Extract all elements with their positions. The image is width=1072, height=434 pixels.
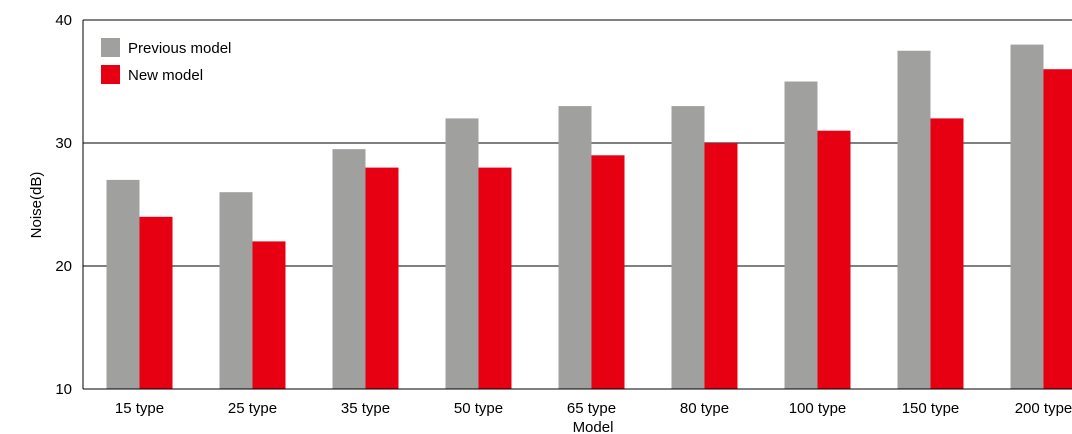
legend-swatch-new-model xyxy=(101,65,120,84)
y-axis-title: Noise(dB) xyxy=(28,172,45,239)
bar-new-model xyxy=(930,118,964,390)
x-tick-label: 50 type xyxy=(454,400,503,417)
bar-new-model xyxy=(817,130,851,389)
x-tick-label: 200 type xyxy=(1015,400,1072,417)
legend-label-new-model: New model xyxy=(128,67,203,84)
legend: Previous model New model xyxy=(101,38,231,84)
x-tick-label: 100 type xyxy=(789,400,847,417)
bar-previous-model xyxy=(445,118,479,390)
y-tick-labels: 10 20 30 40 xyxy=(55,12,72,398)
bar-new-model xyxy=(478,167,512,389)
x-tick-label: 25 type xyxy=(228,400,277,417)
legend-label-previous-model: Previous model xyxy=(128,40,231,57)
bar-new-model xyxy=(704,143,738,389)
bar-new-model xyxy=(139,216,173,389)
x-tick-labels: 15 type 25 type 35 type 50 type 65 type 80 ty… xyxy=(115,400,1072,417)
axes xyxy=(82,20,1072,390)
bar-previous-model xyxy=(671,106,705,389)
bar-new-model xyxy=(365,167,399,389)
bar-new-model xyxy=(252,241,286,389)
bars xyxy=(106,44,1072,390)
bar-new-model xyxy=(591,155,625,389)
x-tick-label: 65 type xyxy=(567,400,616,417)
y-tick-label: 30 xyxy=(55,135,72,152)
bar-previous-model xyxy=(784,81,818,389)
y-tick-label: 20 xyxy=(55,258,72,275)
bar-previous-model xyxy=(106,179,140,389)
bar-previous-model xyxy=(332,149,366,389)
x-axis-title: Model xyxy=(573,419,614,434)
bar-previous-model xyxy=(558,106,592,389)
x-tick-label: 150 type xyxy=(902,400,960,417)
x-tick-label: 15 type xyxy=(115,400,164,417)
bar-new-model xyxy=(1043,69,1072,389)
bar-previous-model xyxy=(1010,44,1044,389)
y-tick-label: 10 xyxy=(55,381,72,398)
y-tick-label: 40 xyxy=(55,12,72,29)
x-tick-label: 35 type xyxy=(341,400,390,417)
legend-swatch-previous-model xyxy=(101,38,120,57)
bar-previous-model xyxy=(897,50,931,389)
x-tick-label: 80 type xyxy=(680,400,729,417)
bar-previous-model xyxy=(219,192,253,389)
